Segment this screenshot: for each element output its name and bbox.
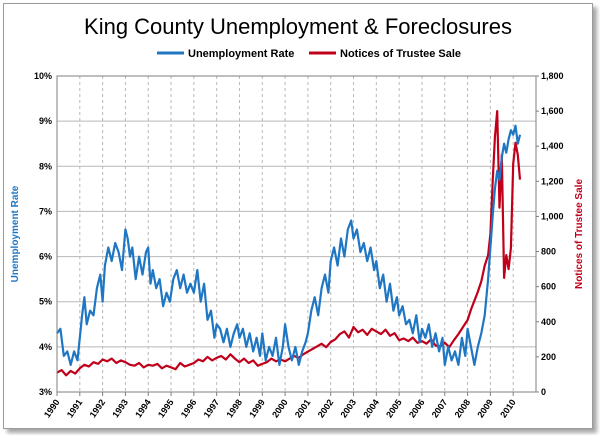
- series-trustee-line: [56, 109, 522, 377]
- y-right-tick-label: 800: [541, 247, 556, 257]
- x-tick-label: 2007: [430, 397, 450, 419]
- x-tick-label: 2005: [384, 397, 404, 419]
- legend-label-unemployment: Unemployment Rate: [188, 48, 294, 60]
- y-left-tick-label: 8%: [39, 161, 52, 171]
- x-tick-label: 1998: [224, 397, 244, 419]
- y-axis-left-label: Unemployment Rate: [10, 185, 21, 282]
- y-right-tick-label: 1,800: [541, 71, 564, 81]
- x-tick-label: 1994: [133, 397, 153, 419]
- x-tick-label: 1999: [247, 397, 267, 419]
- x-tick-label: 1997: [202, 397, 222, 419]
- x-tick-label: 2003: [338, 397, 358, 419]
- x-tick-label: 2000: [270, 397, 290, 419]
- series-unemployment-line: [56, 124, 522, 366]
- y-axis-right-label: Notices of Trustee Sale: [574, 179, 585, 289]
- y-right-tick-label: 1,000: [541, 211, 564, 221]
- y-right-tick-label: 1,600: [541, 106, 564, 116]
- series-layer: [56, 109, 522, 377]
- x-tick-label: 2009: [475, 397, 495, 419]
- x-tick-label: 2008: [453, 397, 473, 419]
- axes: 3% 4% 5% 6% 7% 8% 9% 10% 0 200 400 600 800 1,000 1,200…: [34, 71, 564, 420]
- x-tick-label: 1990: [42, 397, 62, 419]
- x-tick-label: 2001: [293, 397, 313, 419]
- y-left-tick-label: 9%: [39, 116, 52, 126]
- x-tick-label: 1993: [110, 397, 130, 419]
- y-right-tick-label: 1,200: [541, 176, 564, 186]
- x-tick-label: 2002: [316, 397, 336, 419]
- chart-title: King County Unemployment & Foreclosures: [84, 14, 512, 39]
- x-tick-label: 2004: [361, 397, 381, 419]
- y-left-tick-label: 5%: [39, 297, 52, 307]
- y-left-tick-label: 3%: [39, 387, 52, 397]
- y-left-tick-label: 7%: [39, 206, 52, 216]
- y-right-tick-label: 600: [541, 282, 556, 292]
- legend-label-trustee: Notices of Trustee Sale: [340, 48, 461, 60]
- chart-canvas: King County Unemployment & Foreclosures …: [10, 14, 585, 420]
- y-left-tick-label: 10%: [34, 71, 52, 81]
- y-right-tick-label: 0: [541, 387, 546, 397]
- y-left-tick-label: 6%: [39, 252, 52, 262]
- x-tick-label: 2006: [407, 397, 427, 419]
- x-tick-label: 1992: [88, 397, 108, 419]
- y-right-tick-label: 400: [541, 317, 556, 327]
- y-right-tick-label: 1,400: [541, 141, 564, 151]
- x-tick-label: 2010: [498, 397, 518, 419]
- x-tick-label: 1991: [65, 397, 85, 419]
- x-tick-label: 1996: [179, 397, 199, 419]
- grid: [57, 76, 536, 392]
- y-left-tick-label: 4%: [39, 342, 52, 352]
- plot-area-border: [56, 75, 537, 393]
- x-tick-label: 1995: [156, 397, 176, 419]
- legend: Unemployment Rate Notices of Trustee Sal…: [157, 48, 461, 60]
- chart-frame: King County Unemployment & Foreclosures …: [3, 3, 593, 429]
- y-right-tick-label: 200: [541, 352, 556, 362]
